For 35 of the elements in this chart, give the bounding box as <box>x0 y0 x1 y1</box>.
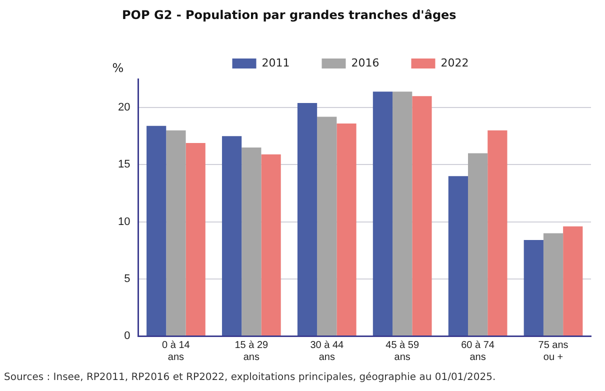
bar <box>543 233 564 336</box>
y-tick-label: 15 <box>118 158 130 171</box>
bar <box>392 92 412 336</box>
bar <box>524 240 544 336</box>
bar <box>336 124 356 336</box>
bar <box>448 176 468 336</box>
chart-title: POP G2 - Population par grandes tranches d'âges <box>122 8 456 22</box>
x-tick-label: 0 à 14 ans <box>162 340 190 363</box>
y-tick-label: 20 <box>118 102 130 114</box>
x-tick-label: 75 ans ou + <box>538 340 568 363</box>
bar <box>372 92 393 336</box>
bar <box>563 226 583 336</box>
legend-label: 2011 <box>262 56 290 70</box>
bar <box>242 148 262 336</box>
bar <box>222 136 242 336</box>
x-tick-label: 15 à 29 ans <box>234 340 269 363</box>
legend-label: 2016 <box>351 56 380 70</box>
y-tick-label: 10 <box>118 216 130 228</box>
bar <box>186 142 206 336</box>
bar <box>297 102 318 336</box>
x-tick-label: 60 à 74 ans <box>461 340 495 363</box>
legend-label: 2022 <box>440 56 469 70</box>
x-tick-label: 30 à 44 ans <box>310 340 344 363</box>
y-axis-title: % <box>112 61 124 76</box>
bar <box>412 96 432 336</box>
bar <box>146 126 166 336</box>
bar <box>317 116 337 336</box>
source-note: Sources : Insee, RP2011, RP2016 et RP2022, exploitations principales, géographie au 01/01/2025. <box>4 372 496 383</box>
bar <box>166 130 186 336</box>
bar <box>488 130 508 336</box>
x-tick-label: 45 à 59 ans <box>386 340 420 363</box>
bar <box>468 153 488 336</box>
bar <box>261 154 281 336</box>
y-tick-label: 0 <box>124 330 130 342</box>
y-tick-label: 5 <box>124 272 130 285</box>
